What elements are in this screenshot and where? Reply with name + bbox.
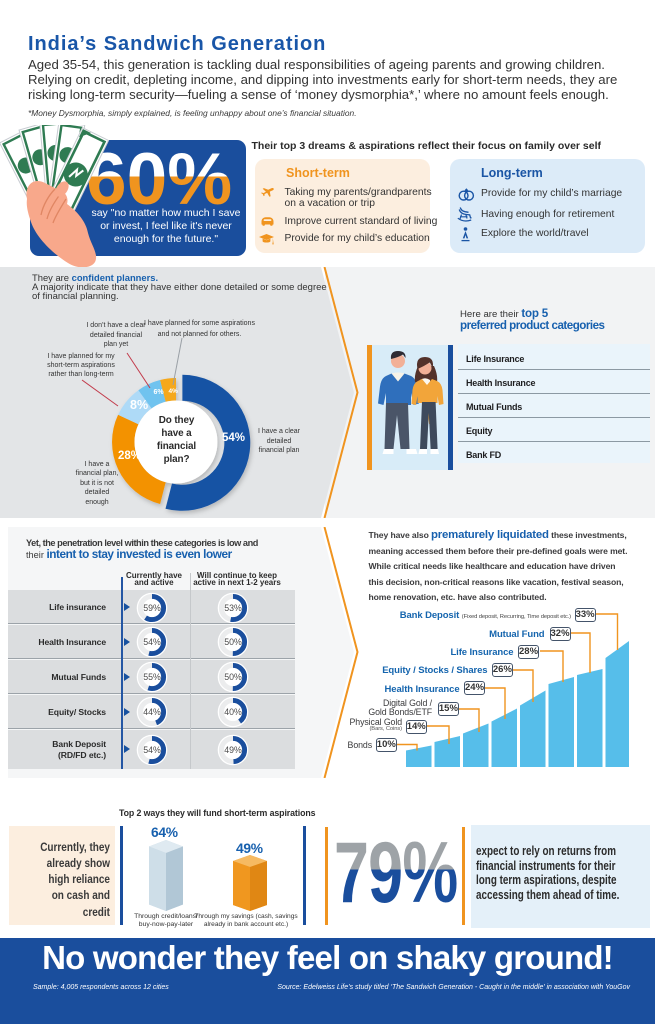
svg-text:49%: 49% xyxy=(224,745,242,755)
svg-text:54%: 54% xyxy=(143,637,161,647)
svg-text:50%: 50% xyxy=(224,672,242,682)
svg-text:40%: 40% xyxy=(224,707,242,717)
svg-text:55%: 55% xyxy=(143,672,161,682)
svg-text:44%: 44% xyxy=(143,707,161,717)
svg-text:59%: 59% xyxy=(143,603,161,613)
svg-text:50%: 50% xyxy=(224,637,242,647)
svg-text:53%: 53% xyxy=(224,603,242,613)
svg-text:54%: 54% xyxy=(143,745,161,755)
